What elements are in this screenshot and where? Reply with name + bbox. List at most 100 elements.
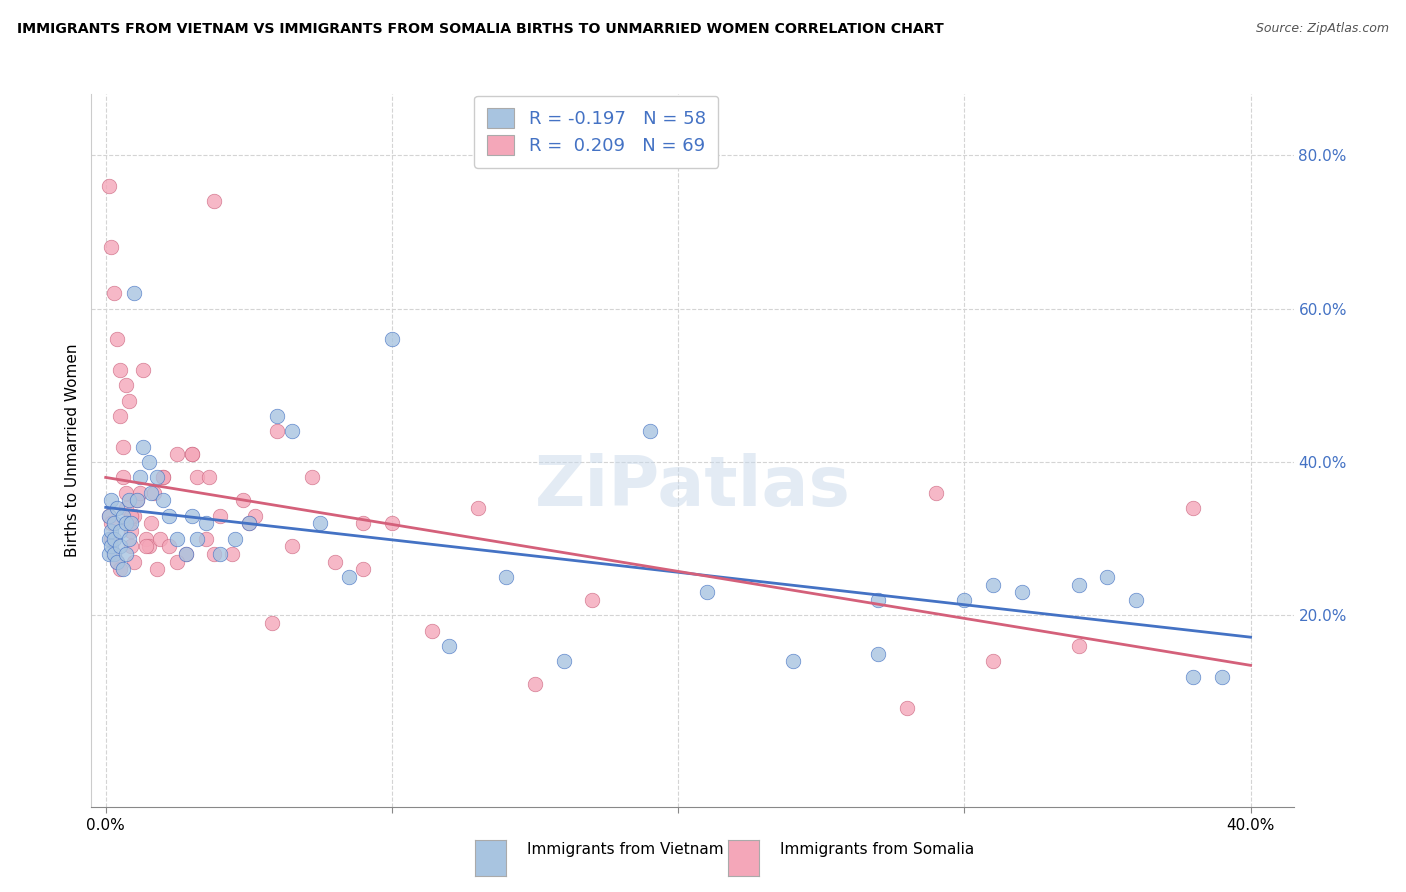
Point [120,524,143,538]
Point [108,363,131,377]
Text: Source: ZipAtlas.com: Source: ZipAtlas.com [1256,22,1389,36]
Point [120,516,143,531]
Point [97,508,120,523]
Point [180,508,202,523]
Y-axis label: Births to Unmarried Women: Births to Unmarried Women [65,343,80,558]
Point [166,532,188,546]
Point [146,562,169,576]
Point [696,585,718,599]
Point [141,516,163,531]
Point [1097,570,1119,584]
Point [152,470,174,484]
Point [238,516,260,531]
Point [108,562,131,576]
Point [120,540,143,554]
Point [953,593,976,607]
Point [100,240,122,254]
Point [1211,670,1233,684]
Point [103,286,125,301]
Point [114,378,136,392]
Point [309,516,332,531]
Text: Immigrants from Somalia: Immigrants from Somalia [780,842,974,856]
Point [111,508,134,523]
Point [103,532,125,546]
Point [105,555,128,569]
Point [174,547,197,561]
Point [100,532,122,546]
Point [129,485,152,500]
Point [97,178,120,193]
Point [152,470,174,484]
Point [186,532,208,546]
Text: IMMIGRANTS FROM VIETNAM VS IMMIGRANTS FROM SOMALIA BIRTHS TO UNMARRIED WOMEN COR: IMMIGRANTS FROM VIETNAM VS IMMIGRANTS FR… [17,22,943,37]
Legend: R = -0.197   N = 58, R =  0.209   N = 69: R = -0.197 N = 58, R = 0.209 N = 69 [474,95,718,168]
Point [868,593,890,607]
Point [103,547,125,561]
Point [180,447,202,461]
Point [638,424,661,438]
Point [138,540,160,554]
Point [108,540,131,554]
Point [266,424,288,438]
Point [925,485,948,500]
Point [166,447,188,461]
Point [281,424,304,438]
Point [117,516,139,531]
Point [352,562,374,576]
Point [204,547,226,561]
Point [238,516,260,531]
Point [108,409,131,423]
Point [194,516,217,531]
Point [117,493,139,508]
Point [352,516,374,531]
Point [420,624,443,638]
Point [100,540,122,554]
Point [782,655,804,669]
Point [120,508,143,523]
Point [981,578,1004,592]
Point [114,516,136,531]
Point [132,363,155,377]
Point [221,547,243,561]
Point [209,508,232,523]
Point [97,547,120,561]
Point [166,555,188,569]
Point [981,655,1004,669]
Point [174,547,197,561]
Point [232,493,254,508]
Point [97,532,120,546]
Text: Immigrants from Vietnam: Immigrants from Vietnam [527,842,724,856]
Point [323,555,346,569]
Text: ZiPatlas: ZiPatlas [534,452,851,520]
Point [105,501,128,516]
Point [157,540,180,554]
Point [124,555,146,569]
Point [143,485,166,500]
Point [204,194,226,208]
Point [127,493,149,508]
Point [524,677,547,691]
Point [495,570,517,584]
Point [281,540,304,554]
Point [209,547,232,561]
Point [381,516,404,531]
Point [114,485,136,500]
Point [132,440,155,454]
Point [194,532,217,546]
Point [135,540,157,554]
Point [124,286,146,301]
Point [105,332,128,346]
Point [266,409,288,423]
Point [243,508,266,523]
Point [129,470,152,484]
Point [117,393,139,408]
Point [1125,593,1147,607]
Point [100,493,122,508]
Point [146,470,169,484]
Point [103,547,125,561]
Point [337,570,360,584]
Point [467,501,489,516]
Point [1011,585,1033,599]
Point [108,524,131,538]
Point [111,440,134,454]
